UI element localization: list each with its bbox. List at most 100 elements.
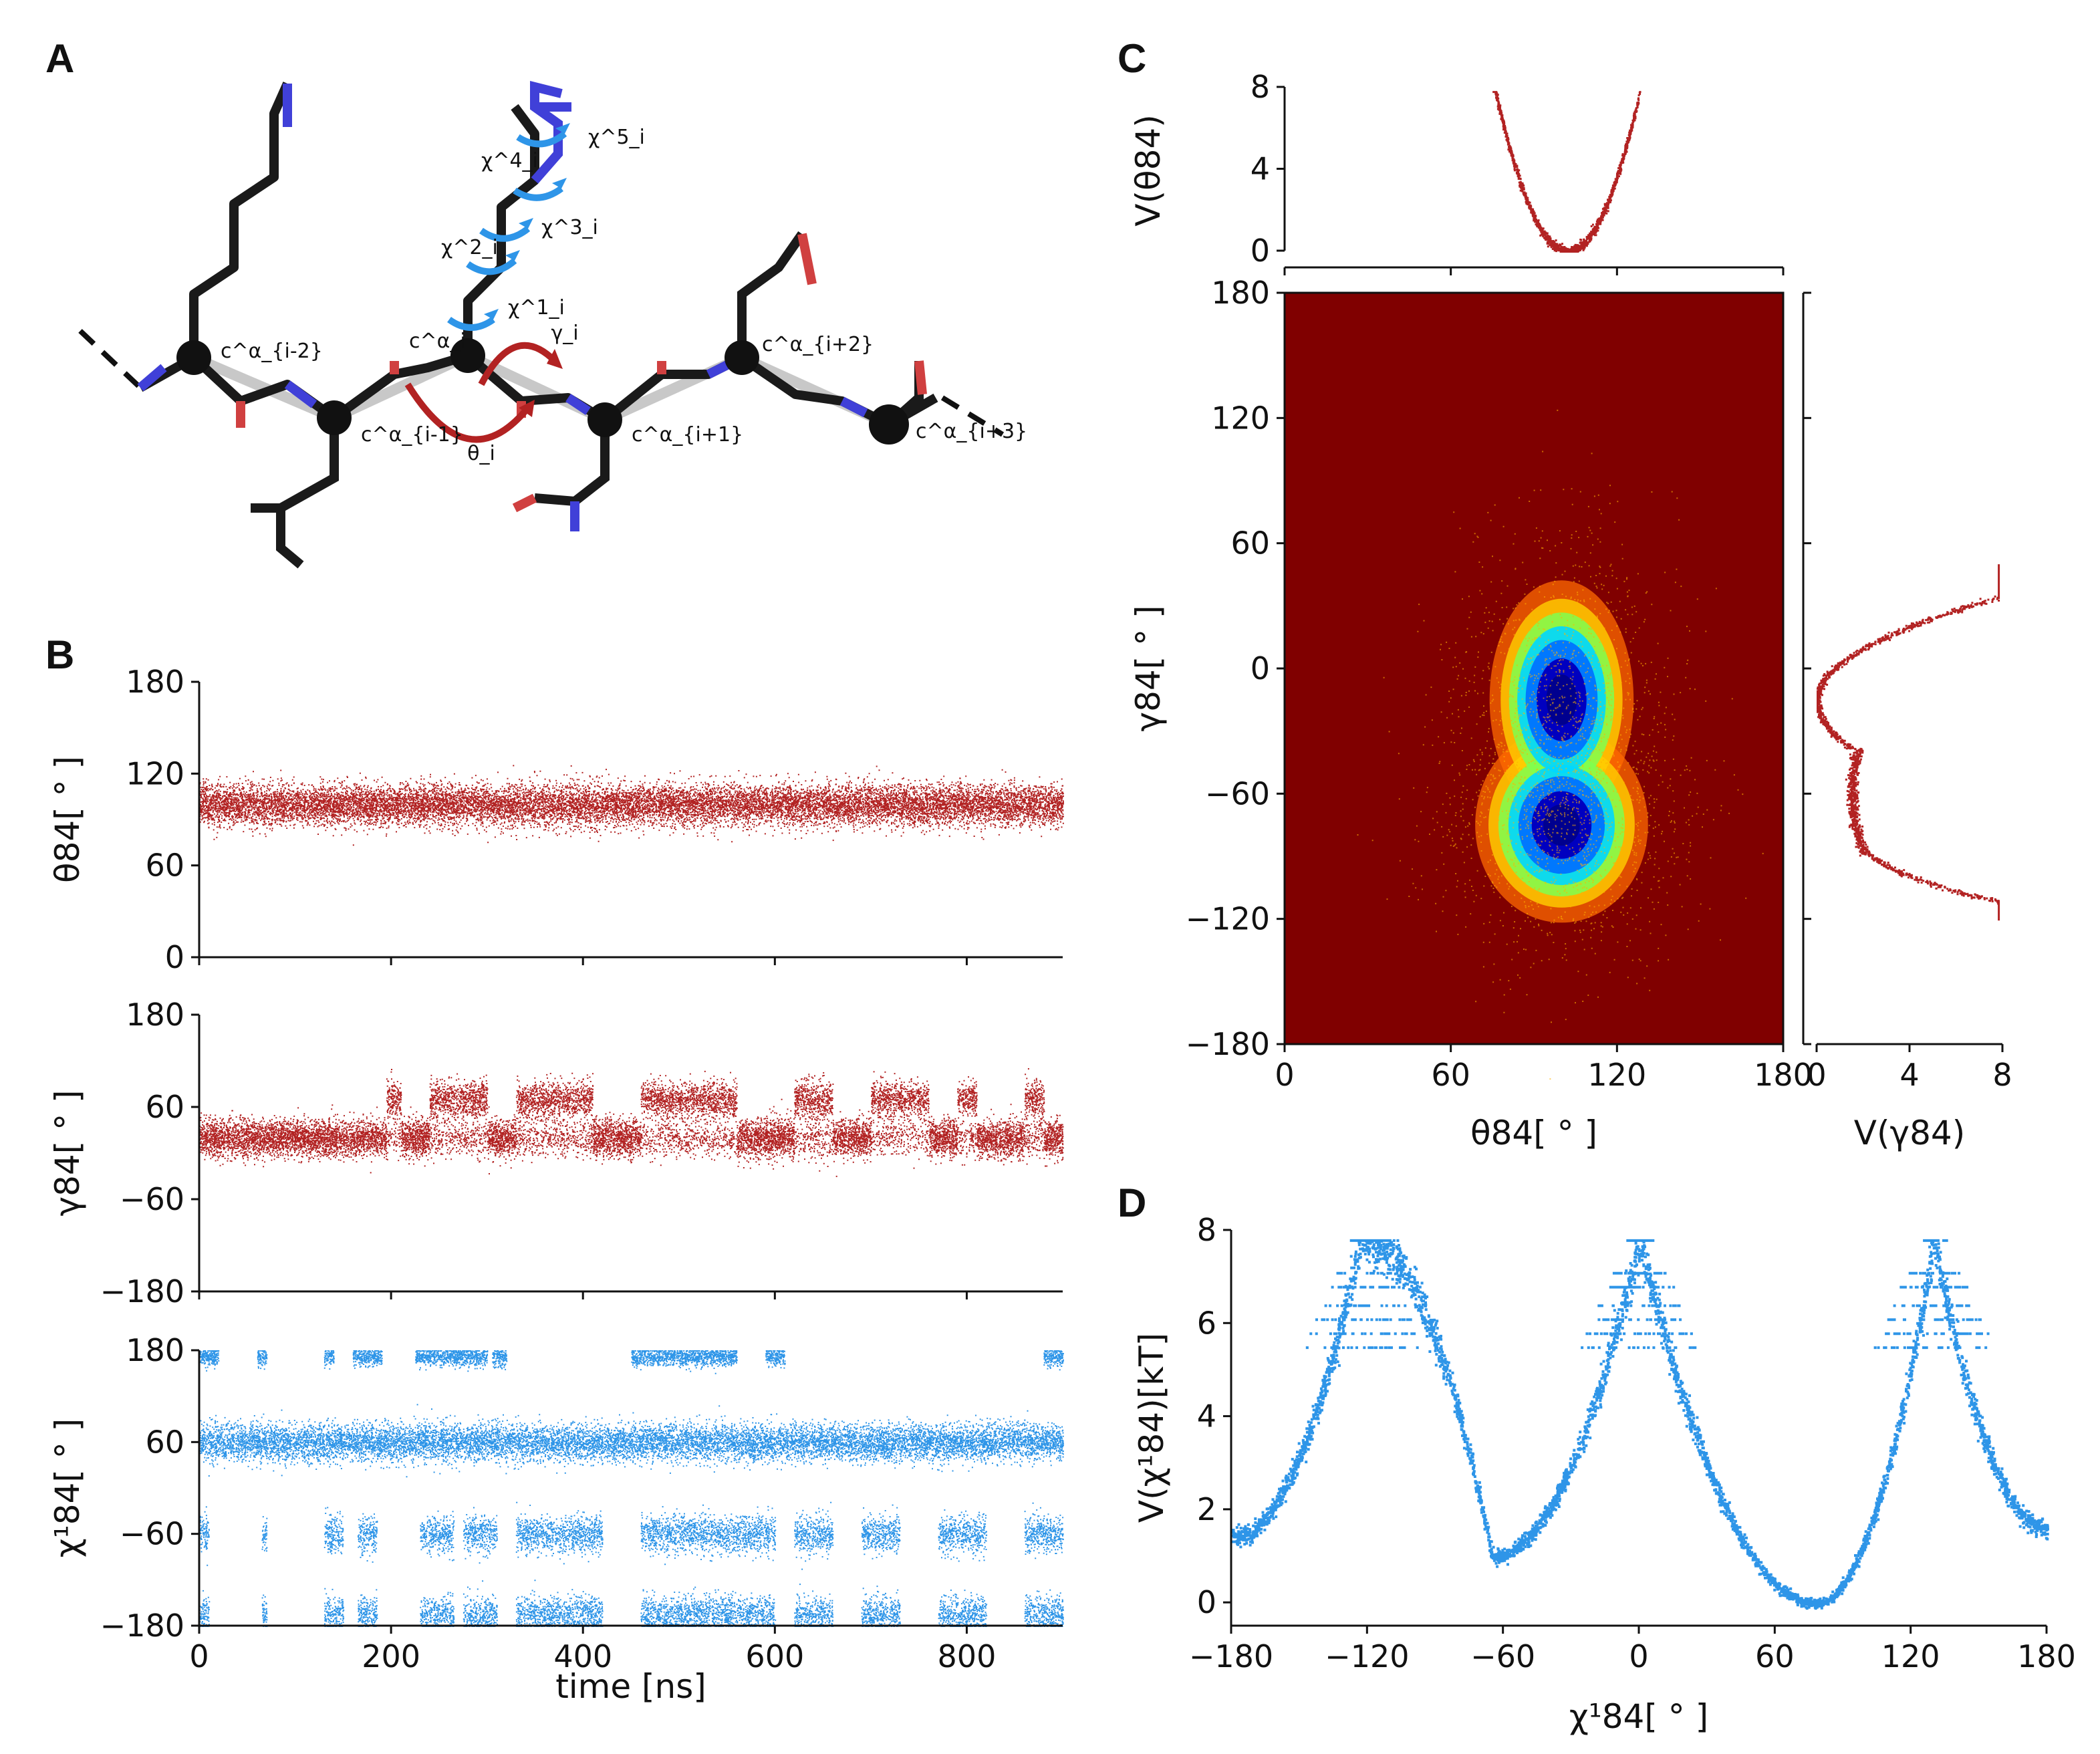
calpha-sphere [869,404,909,445]
molecule-label-layer: c^α_{i-2} c^α_{i-1} c^α_i c^α_{i+1} c^α_{i+2… [221,126,1027,465]
y-tick-label: 180 [1211,275,1270,311]
y-tick-label: 4 [1251,151,1270,187]
x-tick-label: 0 [1629,1638,1648,1674]
chi-label: χ^2_i [441,236,498,259]
x-tick-label: 800 [938,1638,997,1674]
scatter-points [199,765,1065,846]
chi-arrow-1 [447,316,495,331]
x-tick-label: 60 [1755,1638,1795,1674]
y-tick-label: 180 [126,1332,184,1368]
y-axis-label: V(χ¹84)[kT] [1132,1333,1171,1523]
chi-arrow-2 [466,258,517,275]
sidechain-oxygen [512,493,537,513]
panel-letter-c: C [1118,36,1146,81]
backbone-nitrogen [565,394,591,415]
x-tick-label: 180 [2017,1638,2076,1674]
backbone-nitrogen [284,380,317,408]
gamma-arrow [478,342,557,386]
chi-arrowheads [484,123,570,320]
y-tick-label: 180 [126,997,184,1033]
y-tick-label: 60 [145,848,184,884]
backbone-nitrogen [137,364,167,392]
chain-end-left [78,329,142,390]
chain-end-right [940,395,1005,437]
sidechain-i+2 [737,231,806,358]
chi-label: χ^5_i [588,126,645,149]
backbone-trace [188,350,894,430]
x-tick-label: 180 [1754,1057,1813,1093]
y-tick-label: 0 [1197,1584,1216,1620]
backbone-nitrogen [839,396,868,418]
data-points [199,765,1065,846]
x-axis-label: V(γ84) [1854,1114,1965,1152]
x-tick-label: 0 [1275,1057,1294,1093]
theta-arrowhead [519,400,535,417]
y-tick-label: −60 [1205,775,1270,811]
sidechain-i-guanidinium [530,81,563,184]
heatmap-density-contour [1543,804,1580,846]
x-tick-label: 400 [553,1638,612,1674]
y-axis-label: γ84[ ° ] [48,1090,87,1216]
data-points [1232,1239,2049,1610]
chi-label: χ^3_i [541,216,598,239]
chi-label: χ^4_i [481,149,538,172]
sidechain-i+1 [534,420,610,507]
x-axis-label: time [ns] [555,1667,706,1706]
calpha-label: c^α_{i+3} [916,420,1027,443]
panel-letter-d: D [1118,1180,1146,1225]
y-tick-label: 0 [1251,233,1270,269]
calpha-sphere [587,402,622,437]
x-tick-label: 0 [1807,1057,1826,1093]
y-tick-label: −120 [1186,901,1270,937]
chi-arrow-4 [513,185,563,201]
calpha-label: c^α_{i-2} [221,340,323,363]
calpha-sphere [450,338,485,373]
calpha-sphere [317,400,352,435]
calpha-sphere [176,340,211,375]
x-tick-label: −180 [1189,1638,1273,1674]
calpha-label: c^α_i [409,330,466,353]
y-axis-label: V(θ84) [1129,114,1168,226]
y-tick-label: −180 [100,1273,184,1309]
x-tick-label: 120 [1587,1057,1646,1093]
chart-C-main: −180 −120 −60 0 60 120 180 0 60 120 180 γ84[ ° ] θ84… [1129,275,1813,1152]
y-tick-label: 4 [1197,1398,1216,1434]
x-tick-label: 60 [1431,1057,1470,1093]
sidechain-oxygen [914,360,927,395]
y-tick-label: 60 [145,1424,184,1460]
chi-arrow-3 [479,226,531,242]
chi-arrows [447,131,567,331]
y-tick-label: 120 [126,755,184,791]
chart-B2: −180 −60 60 180 γ84[ ° ] [48,997,1064,1309]
x-axis-label: θ84[ ° ] [1470,1114,1597,1152]
panel-letter-a: A [45,36,74,81]
chart-C-right: 0 4 8 V(γ84) [1802,291,2012,1152]
gamma-arrowhead [547,349,563,369]
theta-label: θ_i [467,442,495,465]
chart-B3: −180 −60 60 180 0 200 400 600 800 χ¹84[ ° ] time [… [48,1332,1064,1706]
y-tick-label: 120 [1211,400,1270,436]
chart-D: 0 2 4 6 8 −180 −120 −60 0 60 120 180 V(χ¹84)[kT] χ¹84… [1132,1212,2076,1736]
y-tick-label: 0 [1251,650,1270,686]
x-tick-label: 8 [1992,1057,2012,1093]
y-axis-label: χ¹84[ ° ] [48,1418,87,1557]
data-points [199,1350,1064,1627]
x-tick-label: −120 [1325,1638,1409,1674]
sidechain-i-1 [276,418,339,569]
chart-C-top: 0 4 8 V(θ84) [1129,69,1785,275]
x-tick-label: 200 [362,1638,420,1674]
calpha-label: c^α_{i+1} [632,423,743,447]
y-tick-label: 180 [126,664,184,700]
chi-arrow-5 [516,131,567,148]
sidechain-i-2 [189,82,292,358]
x-tick-label: 0 [189,1638,209,1674]
backbone-sticks [138,351,938,429]
y-tick-label: −60 [120,1181,184,1217]
sidechain-i [463,104,539,356]
y-tick-label: 8 [1197,1212,1216,1248]
y-axis-label: θ84[ ° ] [48,756,87,883]
scatter-points [199,1068,1064,1177]
y-tick-label: 60 [145,1089,184,1125]
